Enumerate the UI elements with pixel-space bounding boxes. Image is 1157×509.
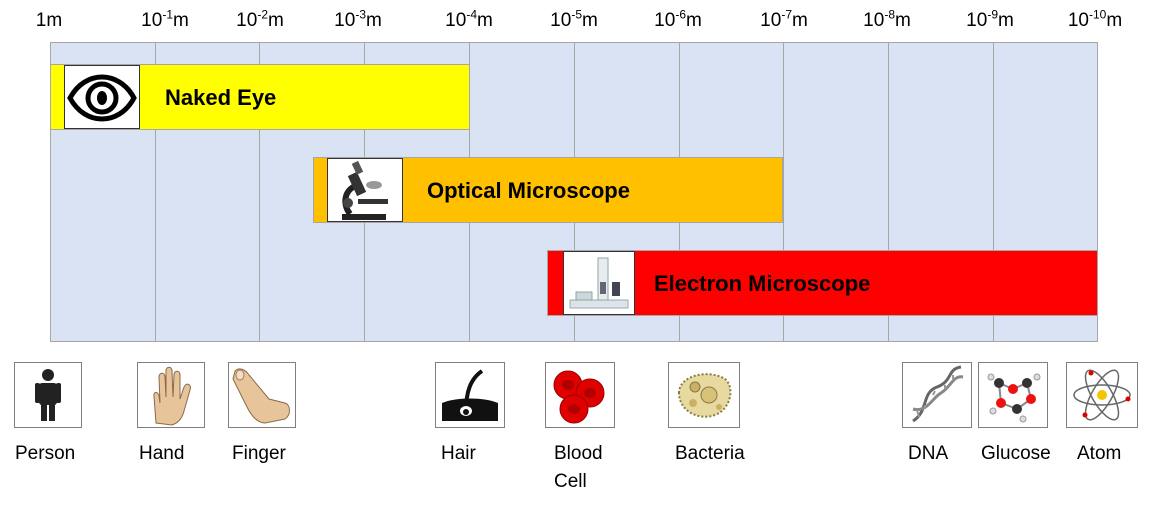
person-icon [14,362,82,428]
object-person: Person [14,362,82,464]
object-atom: Atom [1066,362,1138,464]
object-label-atom: Atom [1077,443,1122,464]
hand-icon [137,362,205,428]
tick-label-1e-4: 10-4m [445,7,493,31]
grid-line [993,43,994,341]
atom-icon [1066,362,1138,428]
object-label-hair: Hair [441,443,476,464]
object-label-bacteria: Bacteria [675,443,745,464]
grid-line [888,43,889,341]
naked-eye-range-bar: Naked Eye [50,64,470,130]
tick-label-1e-5: 10-5m [550,7,598,31]
object-label-glucose: Glucose [981,443,1051,464]
tick-label-1e-6: 10-6m [654,7,702,31]
finger-icon [228,362,296,428]
optical-microscope-label: Optical Microscope [427,178,630,203]
tick-label-1e-1: 10-1m [141,7,189,31]
tick-label-1e-10: 10-10m [1067,7,1123,31]
optical-microscope-range-bar: Optical Microscope [313,157,783,223]
object-label-finger: Finger [232,443,286,464]
blood-cell-icon [545,362,615,428]
microscope-icon [327,158,403,222]
hair-icon [435,362,505,428]
object-label-hand: Hand [139,443,185,464]
bacteria-icon [668,362,740,428]
naked-eye-label: Naked Eye [165,85,277,110]
tick-label-1m: 1m [35,10,63,31]
object-bacteria: Bacteria [668,362,745,464]
object-label-dna: DNA [908,443,949,464]
tick-label-1e-3: 10-3m [334,7,382,31]
object-label-person: Person [15,443,76,464]
electron-microscope-range-bar: Electron Microscope [547,250,1098,316]
electron-microscope-label: Electron Microscope [654,271,871,296]
tick-label-1e-9: 10-9m [966,7,1014,31]
glucose-icon [978,362,1048,428]
object-hair: Hair [435,362,505,464]
electron-microscope-icon [563,251,635,315]
eye-icon [64,65,140,129]
grid-line [155,43,156,341]
object-hand: Hand [137,362,205,464]
object-blood-cell: Blood Cell [545,362,615,492]
object-label-blood-cell: Blood Cell [554,443,603,492]
tick-label-1e-7: 10-7m [760,7,808,31]
grid-line [259,43,260,341]
grid-line [783,43,784,341]
tick-label-1e-8: 10-8m [863,7,911,31]
object-dna: DNA [902,362,972,464]
object-finger: Finger [228,362,296,464]
dna-icon [902,362,972,428]
object-glucose: Glucose [978,362,1051,464]
tick-label-1e-2: 10-2m [236,7,284,31]
